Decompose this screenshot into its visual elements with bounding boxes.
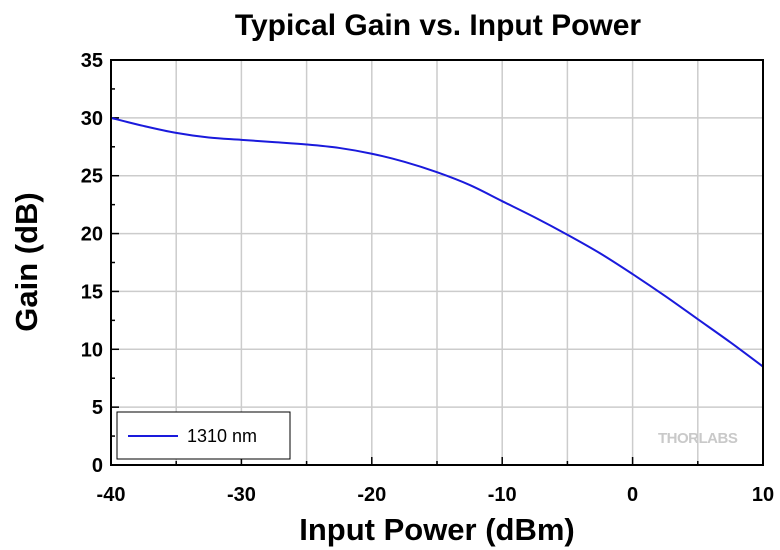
thorlabs-watermark: THORLABS [658, 430, 738, 447]
grid [111, 60, 763, 465]
x-tick-label: 0 [627, 484, 638, 506]
plot-frame [110, 59, 764, 466]
legend: 1310 nm [116, 411, 291, 460]
series-line-1310nm [110, 116, 764, 368]
y-tick-labels: 0 5 10 15 20 25 30 35 [81, 50, 103, 477]
x-tick-label: -40 [97, 484, 126, 506]
series-layer [110, 116, 764, 368]
x-tick-label: -10 [488, 484, 517, 506]
y-tick-label: 0 [92, 455, 103, 477]
x-tick-labels: -40 -30 -20 -10 0 10 [97, 484, 775, 506]
chart-title: Typical Gain vs. Input Power [235, 9, 642, 42]
y-tick-label: 15 [81, 281, 103, 303]
x-tick-label: -30 [227, 484, 256, 506]
legend-label: 1310 nm [187, 426, 257, 446]
y-tick-label: 10 [81, 339, 103, 361]
y-tick-label: 25 [81, 166, 103, 188]
x-axis-title: Input Power (dBm) [299, 512, 575, 547]
y-tick-label: 35 [81, 50, 103, 72]
y-axis-title: Gain (dB) [9, 192, 44, 332]
y-tick-label: 20 [81, 224, 103, 246]
x-tick-label: -20 [357, 484, 386, 506]
y-tick-label: 30 [81, 108, 103, 130]
y-tick-label: 5 [92, 397, 103, 419]
x-tick-label: 10 [752, 484, 774, 506]
